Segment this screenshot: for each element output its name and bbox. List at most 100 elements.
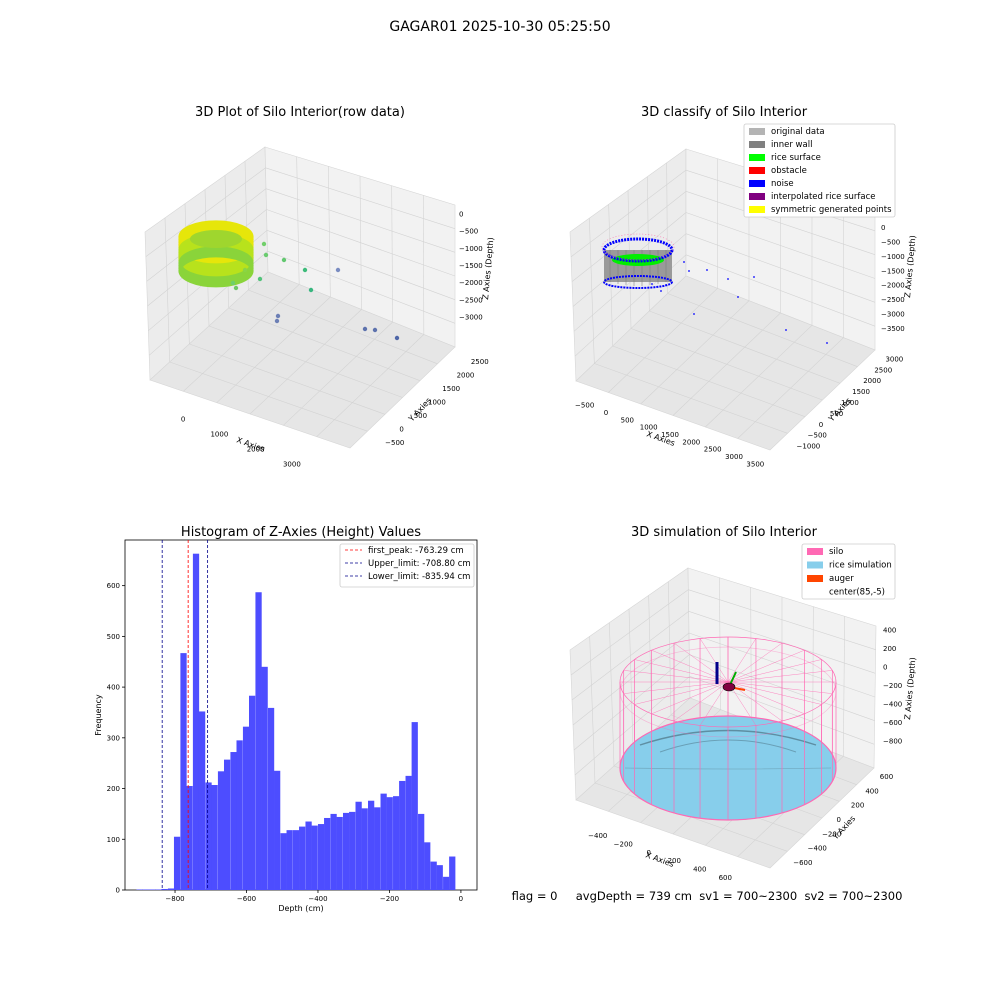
- raw-scatter-point: [233, 285, 239, 291]
- raw-z-tick-label: −1500: [459, 262, 483, 270]
- simulation-legend-label: silo: [829, 547, 843, 557]
- raw-scatter-point: [230, 280, 236, 286]
- classify-z-tick-label: −1000: [881, 253, 905, 261]
- silo-roof-wire: [634, 681, 729, 705]
- histogram-bar: [411, 722, 418, 890]
- classify-tick-labels: −5000500100015002000250030003500−1000−50…: [575, 224, 905, 468]
- histogram-bar: [236, 740, 243, 890]
- raw-y-tick-label: 1000: [428, 399, 446, 407]
- histogram-bar: [292, 830, 300, 890]
- histogram-bar: [267, 707, 275, 890]
- classify-x-tick-label: 500: [621, 416, 634, 424]
- sim-z-tick-label: −600: [883, 719, 902, 727]
- classify-legend-swatch: [749, 154, 765, 161]
- sim-z-tick-label: −200: [883, 682, 902, 690]
- simulation-legend-swatch: [807, 548, 823, 555]
- histogram-bar: [249, 695, 256, 890]
- histogram-xtick-label: −200: [380, 895, 399, 903]
- histogram-bar: [368, 800, 375, 890]
- simulation-legend-swatch: [807, 588, 823, 596]
- histogram-threshold-lines: [161, 540, 209, 890]
- classify-legend: original data inner wall rice surface obsta…: [743, 123, 896, 218]
- classify-silo-cylinder: [601, 233, 675, 289]
- raw-x-tick-label: 2000: [247, 446, 265, 454]
- classify-y-tick-label: 500: [830, 410, 843, 418]
- histogram-xtick-label: −600: [237, 895, 256, 903]
- histogram-bar: [436, 865, 443, 890]
- raw-y-tick-label: 500: [414, 412, 427, 420]
- histogram-bar: [393, 796, 400, 890]
- histogram-bar: [205, 782, 212, 890]
- raw-y-tick-label: 2000: [457, 371, 475, 379]
- raw-tick-labels: 0100020003000−500050010001500200025000−5…: [181, 211, 489, 469]
- sim-y-tick-label: −200: [822, 830, 841, 838]
- raw-y-tick-label: 2500: [471, 358, 489, 366]
- simulation-tick-labels: −400−2000200400600−600−400−2000200400600…: [588, 626, 902, 882]
- noise-point: [660, 290, 662, 292]
- classify-legend-swatch: [749, 193, 765, 200]
- sim-y-tick-label: −600: [793, 859, 812, 867]
- classify-z-tick-label: −1500: [881, 267, 905, 275]
- raw-z-tick-label: −3000: [459, 313, 483, 321]
- raw-z-tick-label: −2500: [459, 296, 483, 304]
- noise-point: [826, 342, 828, 344]
- histogram-bar: [380, 793, 387, 890]
- histogram-bar: [336, 816, 343, 890]
- raw-scatter-point: [308, 287, 314, 293]
- histogram-ytick-label: 500: [107, 633, 120, 641]
- classify-zlabel: Z Axies (Depth): [903, 235, 917, 298]
- classify-legend-label: obstacle: [771, 166, 807, 176]
- histogram-bar: [374, 807, 381, 890]
- noise-point: [665, 284, 667, 286]
- histogram-ytick-label: 200: [107, 785, 120, 793]
- classify-3d-plot: 3D classify of Silo Interior −500 0 500 100…: [569, 105, 917, 468]
- sim-x-tick-label: 600: [719, 874, 732, 882]
- classify-legend-label: interpolated rice surface: [771, 192, 876, 202]
- histogram-title: Histogram of Z-Axies (Height) Values: [181, 525, 421, 540]
- classify-x-tick-label: 0: [604, 409, 608, 417]
- histogram-bar: [155, 889, 162, 890]
- noise-point: [693, 313, 695, 315]
- histogram-bar: [211, 785, 218, 890]
- classify-legend-swatch: [749, 141, 765, 148]
- histogram-bar: [418, 813, 425, 890]
- silo-roof-wire: [673, 642, 729, 683]
- histogram-legend-label: Upper_limit: -708.80 cm: [368, 559, 471, 569]
- sim-y-tick-label: 0: [837, 816, 841, 824]
- histogram-bar: [261, 666, 268, 890]
- figure-title: GAGAR01 2025-10-30 05:25:50: [389, 19, 610, 35]
- classify-z-tick-label: −2500: [881, 296, 905, 304]
- classify-x-tick-label: 1000: [640, 424, 658, 432]
- sim-z-tick-label: −400: [883, 701, 902, 709]
- histogram-bar: [355, 801, 362, 890]
- classify-panel-title: 3D classify of Silo Interior: [641, 105, 808, 120]
- classify-z-tick-label: 0: [881, 224, 885, 232]
- silo-roof-wire: [727, 649, 805, 683]
- silo-roof-wire: [727, 638, 757, 683]
- histogram-bar: [230, 752, 237, 890]
- histogram-legend-label: first_peak: -763.29 cm: [368, 546, 464, 556]
- raw-y-tick-label: −500: [385, 439, 404, 447]
- noise-point: [683, 261, 685, 263]
- classify-legend-swatch: [749, 206, 765, 213]
- raw-x-tick-label: 1000: [210, 431, 228, 439]
- raw-x-tick-label: 0: [181, 416, 185, 424]
- raw-scatter-point: [275, 313, 281, 319]
- histogram-ytick-label: 0: [116, 887, 120, 895]
- classify-y-tick-label: 1500: [852, 388, 870, 396]
- histogram-ytick-label: 400: [107, 684, 120, 692]
- raw-scatter-point: [362, 326, 368, 332]
- silo-roof-wire: [727, 681, 833, 694]
- classify-legend-label: rice surface: [771, 153, 821, 163]
- raw-y-tick-label: 1500: [442, 385, 460, 393]
- classify-x-tick-label: 1500: [661, 431, 679, 439]
- silo-roof-wire: [727, 681, 805, 715]
- classify-legend-swatch: [749, 180, 765, 187]
- auger-marker: [715, 662, 746, 692]
- classify-z-tick-label: −3000: [881, 310, 905, 318]
- classify-legend-label: inner wall: [771, 140, 812, 150]
- raw-zlabel: Z Axies (Depth): [481, 237, 495, 300]
- classify-z-tick-label: −500: [881, 239, 900, 247]
- raw-panel-title: 3D Plot of Silo Interior(row data): [195, 105, 405, 120]
- sim-z-tick-label: 400: [883, 626, 896, 634]
